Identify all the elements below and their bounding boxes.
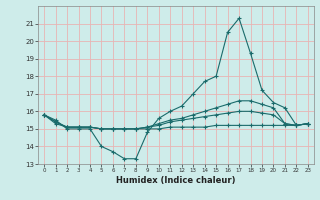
X-axis label: Humidex (Indice chaleur): Humidex (Indice chaleur) — [116, 176, 236, 185]
